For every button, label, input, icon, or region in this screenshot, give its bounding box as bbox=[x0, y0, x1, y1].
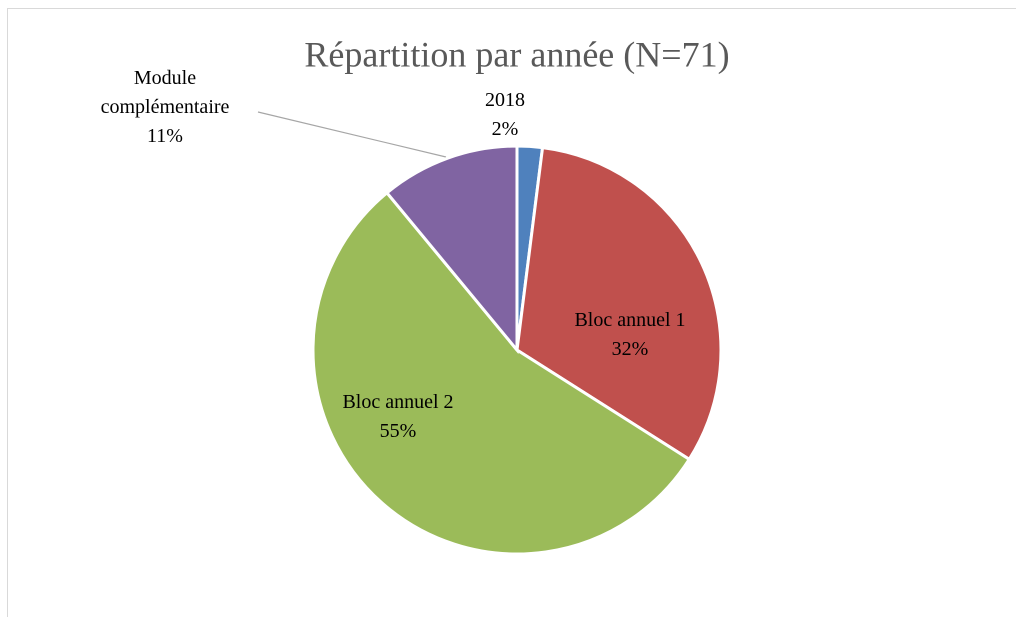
slice-label: Bloc annuel 1 32% bbox=[574, 306, 685, 364]
chart-title: Répartition par année (N=71) bbox=[304, 34, 729, 74]
slice-category-label: Bloc annuel 1 bbox=[574, 309, 686, 331]
slice-category-label: Module complémentaire bbox=[100, 67, 230, 118]
chart-frame bbox=[7, 8, 1016, 617]
slice-category-label: Bloc annuel 2 bbox=[342, 391, 454, 413]
slice-label: Bloc annuel 2 55% bbox=[342, 388, 453, 446]
slice-label: 2018 2% bbox=[485, 86, 525, 144]
slice-value-label: 55% bbox=[379, 420, 417, 442]
slice-label: Module complémentaire 11% bbox=[95, 64, 235, 151]
slice-value-label: 32% bbox=[611, 338, 649, 360]
slice-category-label: 2018 bbox=[485, 89, 525, 111]
slice-value-label: 2% bbox=[491, 118, 519, 140]
slice-value-label: 11% bbox=[147, 125, 183, 147]
pie-slice bbox=[384, 144, 519, 355]
pie-slice bbox=[311, 190, 692, 556]
leader-line bbox=[257, 111, 447, 158]
